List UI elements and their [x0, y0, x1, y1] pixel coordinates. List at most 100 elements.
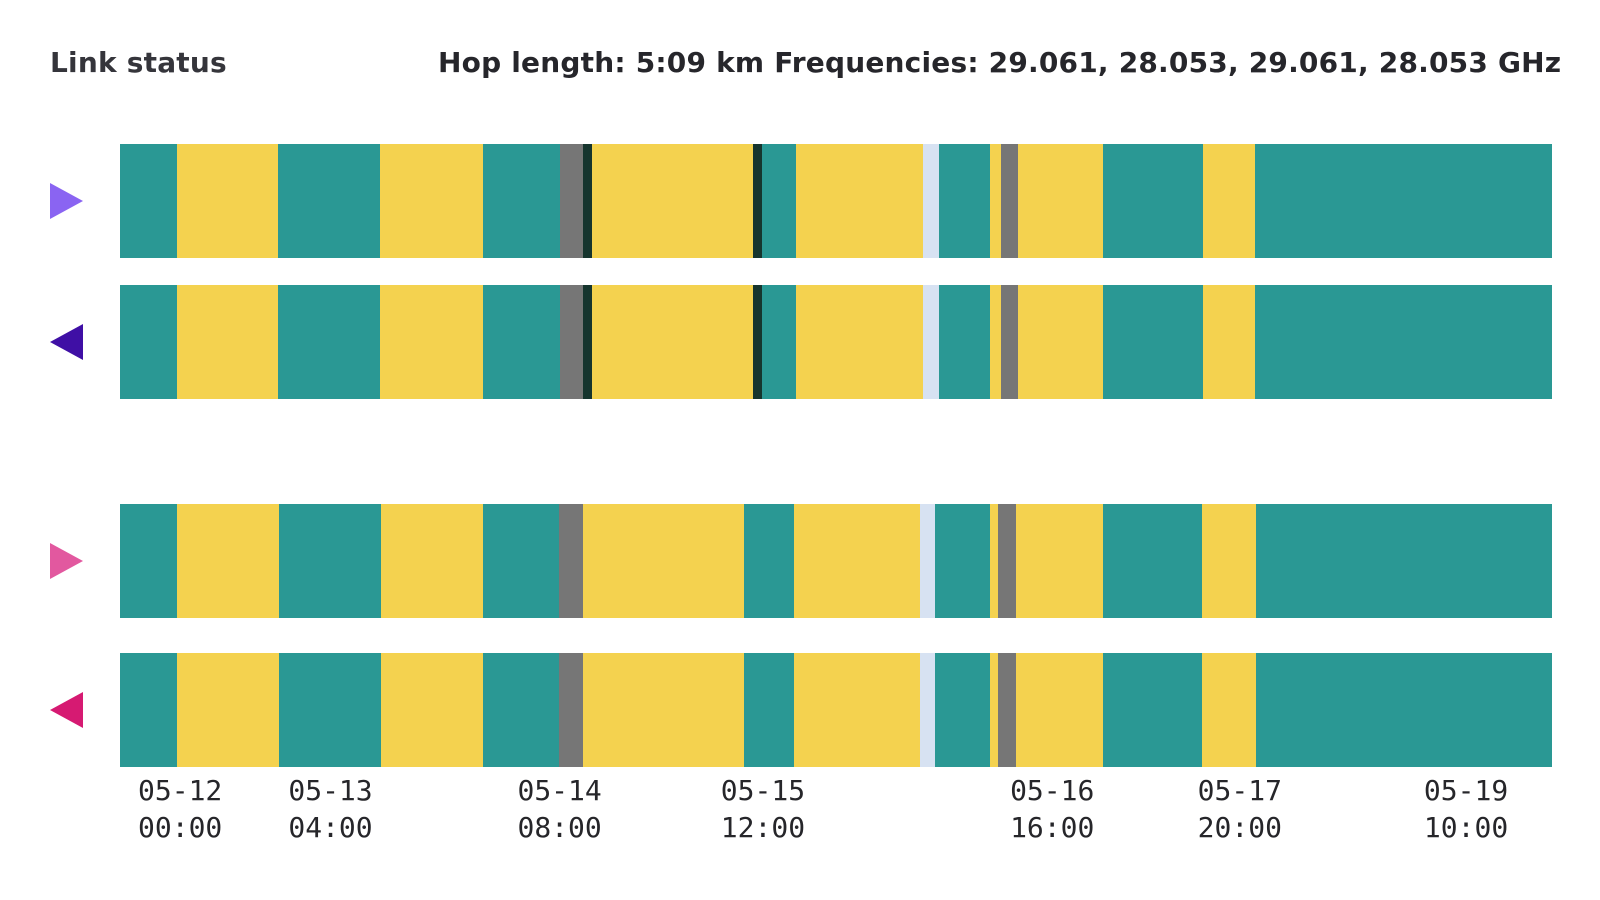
status-segment-teal[interactable]: [483, 504, 559, 618]
status-segment-dark[interactable]: [583, 144, 592, 258]
status-segment-yellow[interactable]: [796, 285, 923, 399]
status-segment-teal[interactable]: [939, 144, 990, 258]
status-segment-teal[interactable]: [1255, 285, 1552, 399]
status-segment-teal[interactable]: [762, 144, 796, 258]
timeline-row-link-2-forward: [0, 504, 1600, 618]
tick-date-label: 05-14: [517, 774, 602, 807]
status-segment-yellow[interactable]: [592, 285, 753, 399]
status-segment-yellow[interactable]: [1016, 504, 1103, 618]
status-segment-teal[interactable]: [278, 285, 380, 399]
status-bar-link-2-forward[interactable]: [120, 504, 1552, 618]
status-segment-yellow[interactable]: [1202, 653, 1256, 767]
status-segment-yellow[interactable]: [1016, 653, 1103, 767]
status-segment-yellow[interactable]: [583, 504, 744, 618]
status-segment-yellow[interactable]: [1018, 285, 1103, 399]
status-bar-link-1-reverse[interactable]: [120, 285, 1552, 399]
status-segment-dark[interactable]: [753, 144, 762, 258]
status-segment-yellow[interactable]: [796, 144, 923, 258]
status-segment-yellow[interactable]: [583, 653, 744, 767]
status-segment-teal[interactable]: [483, 144, 560, 258]
tick-date-label: 05-13: [288, 774, 373, 807]
status-segment-yellow[interactable]: [794, 504, 920, 618]
status-segment-gray[interactable]: [998, 653, 1016, 767]
status-segment-teal[interactable]: [744, 504, 794, 618]
status-segment-teal[interactable]: [935, 504, 990, 618]
status-segment-yellow[interactable]: [380, 285, 483, 399]
page-title: Link status: [50, 46, 227, 79]
tick-date-label: 05-12: [137, 774, 223, 807]
status-segment-lightblue[interactable]: [923, 144, 939, 258]
status-segment-gray[interactable]: [559, 653, 583, 767]
status-segment-gray[interactable]: [560, 144, 583, 258]
status-segment-teal[interactable]: [120, 144, 177, 258]
x-axis-tick: 05-14 08:00: [517, 772, 601, 846]
status-segment-teal[interactable]: [762, 285, 796, 399]
x-axis-tick: 05-16 16:00: [1010, 772, 1094, 846]
status-segment-teal[interactable]: [1103, 653, 1202, 767]
status-segment-teal[interactable]: [483, 285, 560, 399]
tick-time-label: 00:00: [137, 811, 223, 844]
status-segment-teal[interactable]: [1103, 285, 1203, 399]
tick-time-label: 20:00: [1197, 811, 1282, 844]
status-segment-yellow[interactable]: [794, 653, 920, 767]
status-segment-gray[interactable]: [559, 504, 583, 618]
status-segment-teal[interactable]: [1103, 504, 1202, 618]
status-segment-teal[interactable]: [279, 653, 381, 767]
direction-arrow-right-icon: [50, 543, 83, 579]
x-axis: 05-12 00:00 05-13 04:00 05-14 08:00 05-15 12:00…: [120, 772, 1552, 852]
status-segment-teal[interactable]: [120, 504, 177, 618]
status-segment-lightblue[interactable]: [923, 285, 939, 399]
status-bar-link-2-reverse[interactable]: [120, 653, 1552, 767]
tick-time-label: 12:00: [720, 811, 806, 844]
status-segment-yellow[interactable]: [1018, 144, 1103, 258]
status-segment-dark[interactable]: [583, 285, 592, 399]
status-segment-teal[interactable]: [483, 653, 559, 767]
status-segment-yellow[interactable]: [381, 504, 483, 618]
status-segment-yellow[interactable]: [177, 144, 278, 258]
direction-arrow-left-icon: [50, 324, 83, 360]
direction-arrow-left-icon: [50, 692, 83, 728]
status-segment-gray[interactable]: [1001, 144, 1018, 258]
status-segment-yellow[interactable]: [177, 285, 278, 399]
status-segment-yellow[interactable]: [380, 144, 483, 258]
chart-subtitle: Hop length: 5:09 km Frequencies: 29.061,…: [438, 46, 1562, 79]
status-segment-lightblue[interactable]: [920, 653, 935, 767]
x-axis-tick: 05-17 20:00: [1198, 772, 1282, 846]
status-segment-yellow[interactable]: [1203, 285, 1255, 399]
status-segment-yellow[interactable]: [1202, 504, 1256, 618]
status-segment-teal[interactable]: [120, 285, 177, 399]
status-segment-yellow[interactable]: [177, 653, 279, 767]
status-segment-yellow[interactable]: [592, 144, 753, 258]
status-segment-teal[interactable]: [120, 653, 177, 767]
status-segment-teal[interactable]: [744, 653, 794, 767]
direction-arrow-right-icon: [50, 183, 83, 219]
status-segment-teal[interactable]: [939, 285, 990, 399]
status-segment-gray[interactable]: [998, 504, 1016, 618]
status-segment-yellow[interactable]: [1203, 144, 1255, 258]
status-segment-yellow[interactable]: [990, 653, 998, 767]
status-segment-yellow[interactable]: [990, 144, 1001, 258]
status-segment-lightblue[interactable]: [920, 504, 935, 618]
status-segment-teal[interactable]: [1256, 504, 1552, 618]
status-segment-teal[interactable]: [279, 504, 381, 618]
x-axis-tick: 05-13 04:00: [288, 772, 372, 846]
status-segment-yellow[interactable]: [177, 504, 279, 618]
timeline-row-link-1-forward: [0, 144, 1600, 258]
status-segment-teal[interactable]: [1103, 144, 1203, 258]
status-segment-yellow[interactable]: [381, 653, 483, 767]
status-segment-dark[interactable]: [753, 285, 762, 399]
x-axis-tick: 05-15 12:00: [721, 772, 805, 846]
tick-time-label: 16:00: [1010, 811, 1095, 844]
status-segment-teal[interactable]: [935, 653, 990, 767]
status-segment-teal[interactable]: [278, 144, 380, 258]
tick-time-label: 08:00: [517, 811, 602, 844]
status-segment-gray[interactable]: [560, 285, 583, 399]
tick-time-label: 10:00: [1423, 811, 1509, 844]
status-segment-yellow[interactable]: [990, 285, 1001, 399]
status-segment-teal[interactable]: [1256, 653, 1552, 767]
status-segment-teal[interactable]: [1255, 144, 1552, 258]
status-bar-link-1-forward[interactable]: [120, 144, 1552, 258]
status-segment-gray[interactable]: [1001, 285, 1018, 399]
status-segment-yellow[interactable]: [990, 504, 998, 618]
